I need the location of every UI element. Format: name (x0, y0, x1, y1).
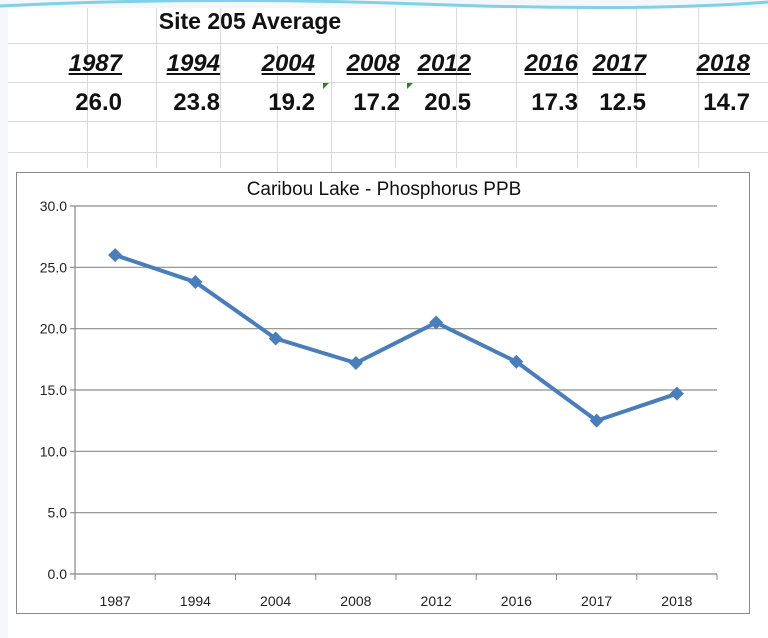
cell-error-flag (407, 83, 413, 89)
chart-svg: Caribou Lake - Phosphorus PPB 0.0 5.0 10.0… (40, 179, 718, 609)
table-title: Site 205 Average (158, 8, 342, 34)
gridline (636, 8, 637, 168)
x-tick-label: 2018 (661, 593, 692, 609)
value-cell[interactable]: 23.8 (173, 89, 220, 116)
value-cell[interactable]: 26.0 (75, 89, 122, 116)
y-tick-label: 15.0 (40, 382, 67, 398)
gridline (87, 8, 88, 168)
year-header-cell[interactable]: 1994 (166, 50, 220, 77)
cell-error-flag (323, 83, 329, 89)
data-point-marker (268, 331, 283, 346)
value-cell[interactable]: 19.2 (268, 89, 315, 116)
x-tick-label: 2004 (260, 593, 291, 609)
year-header-cell[interactable]: 2012 (417, 50, 471, 77)
y-tick-label: 30.0 (40, 198, 67, 214)
gridline (277, 46, 278, 206)
year-header-cell[interactable]: 1987 (68, 50, 122, 77)
gridline (698, 8, 699, 168)
data-point-marker (509, 354, 524, 369)
data-point-marker (589, 413, 604, 428)
decorative-swoosh (0, 0, 768, 10)
value-cell[interactable]: 14.7 (703, 89, 750, 116)
x-tick-label: 2012 (421, 593, 452, 609)
year-header-cell[interactable]: 2016 (524, 50, 578, 77)
x-tick-label: 2016 (501, 593, 532, 609)
y-tick-label: 0.0 (48, 566, 68, 582)
x-tick-label: 1987 (100, 593, 131, 609)
year-header-cell[interactable]: 2018 (696, 50, 750, 77)
chart-title: Caribou Lake - Phosphorus PPB (247, 179, 522, 200)
year-header-cell[interactable]: 2017 (592, 50, 646, 77)
value-cell[interactable]: 12.5 (599, 89, 646, 116)
gridline (395, 8, 396, 168)
gridline (8, 43, 768, 44)
gridline (8, 82, 768, 83)
data-point-marker (429, 315, 444, 330)
y-tick-label: 5.0 (48, 505, 68, 521)
series-line (114, 253, 678, 423)
gridline (456, 8, 457, 168)
y-tick-label: 20.0 (40, 321, 67, 337)
x-tick-label: 2017 (581, 593, 612, 609)
value-cell[interactable]: 20.5 (424, 89, 471, 116)
gridline (220, 8, 221, 168)
value-cell[interactable]: 17.3 (531, 89, 578, 116)
y-tick-label: 25.0 (40, 259, 67, 275)
gridline (8, 121, 768, 122)
line-chart[interactable]: Caribou Lake - Phosphorus PPB 0.0 5.0 10.0… (16, 172, 750, 614)
year-header-cell[interactable]: 2004 (261, 50, 315, 77)
gridline (331, 46, 332, 206)
x-tick-label: 2008 (340, 593, 371, 609)
gridline (8, 152, 768, 153)
year-header-cell[interactable]: 2008 (346, 50, 400, 77)
data-point-marker (669, 386, 684, 401)
gridline (156, 8, 157, 168)
x-tick-label: 1994 (180, 593, 211, 609)
data-point-marker (188, 275, 203, 290)
gridline (516, 8, 517, 168)
gridline (577, 8, 578, 168)
y-tick-label: 10.0 (40, 443, 67, 459)
value-cell[interactable]: 17.2 (353, 89, 400, 116)
data-point-marker (348, 356, 363, 371)
data-point-marker (108, 248, 123, 263)
